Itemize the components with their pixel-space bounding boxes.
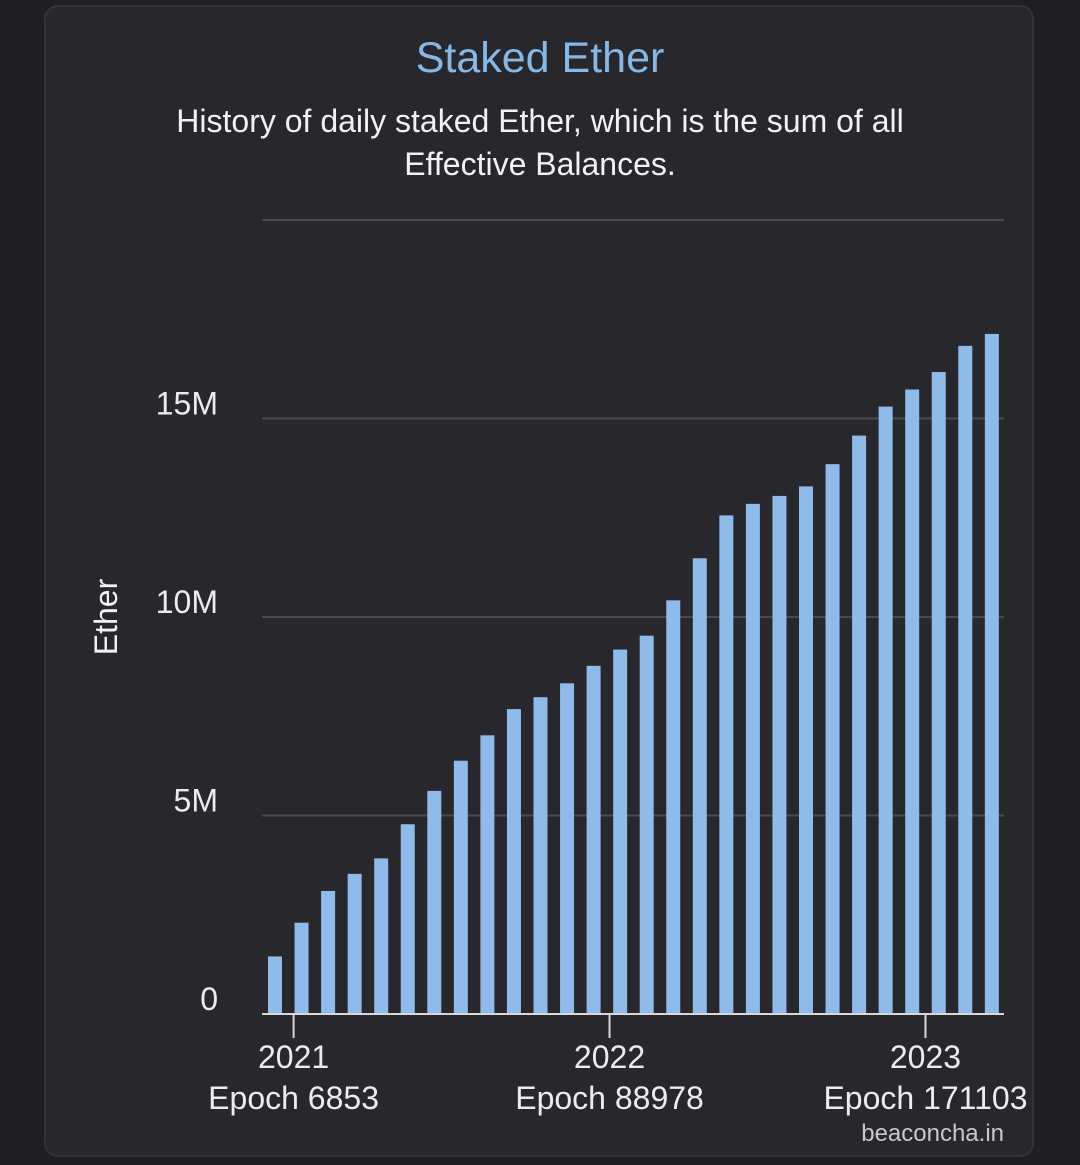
y-axis-title: Ether xyxy=(88,578,124,655)
y-tick-label: 0 xyxy=(200,981,218,1017)
bar xyxy=(719,515,734,1014)
bar xyxy=(480,735,495,1014)
x-tick-epoch-label: Epoch 88978 xyxy=(515,1080,704,1116)
bar xyxy=(268,956,282,1014)
bar xyxy=(294,922,309,1014)
bar xyxy=(745,503,760,1014)
bar xyxy=(400,824,415,1014)
x-tick-year-label: 2022 xyxy=(574,1039,645,1075)
bar xyxy=(427,790,442,1014)
bar xyxy=(772,495,787,1014)
bar xyxy=(586,665,601,1014)
y-axis-tick-labels: 0 5M 10M 15M xyxy=(156,386,218,1018)
bar xyxy=(639,635,654,1014)
bar xyxy=(852,435,867,1014)
bar xyxy=(825,464,840,1014)
bar xyxy=(506,709,521,1014)
x-tick-epoch-label: Epoch 6853 xyxy=(208,1080,379,1116)
y-tick-label: 5M xyxy=(174,783,218,819)
y-tick-label: 15M xyxy=(156,386,218,422)
bar xyxy=(347,873,362,1014)
bar xyxy=(453,760,468,1014)
bar xyxy=(878,406,893,1015)
bar xyxy=(374,858,389,1014)
bar xyxy=(799,486,813,1015)
x-tick-year-label: 2021 xyxy=(258,1039,329,1075)
bar xyxy=(931,372,946,1014)
x-tick-year-label: 2023 xyxy=(890,1039,961,1075)
bar xyxy=(958,345,973,1014)
chart-subtitle: History of daily staked Ether, which is … xyxy=(176,103,904,182)
x-tick-epoch-label: Epoch 171103 xyxy=(823,1080,1027,1116)
x-axis-ticks: 2021 Epoch 6853 2022 Epoch 88978 2023 Epoch 1… xyxy=(208,1014,1027,1116)
gridlines xyxy=(262,219,1004,817)
source-credit: beaconcha.in xyxy=(861,1120,1004,1147)
bar xyxy=(666,600,681,1014)
bars xyxy=(268,333,999,1015)
bar xyxy=(692,558,707,1014)
bar xyxy=(905,389,920,1014)
bar xyxy=(560,683,575,1014)
bar xyxy=(533,697,548,1014)
bar xyxy=(984,333,999,1015)
chart-title: Staked Ether xyxy=(415,34,665,82)
y-tick-label: 10M xyxy=(156,584,218,620)
bar xyxy=(321,890,336,1014)
bar xyxy=(613,649,628,1014)
